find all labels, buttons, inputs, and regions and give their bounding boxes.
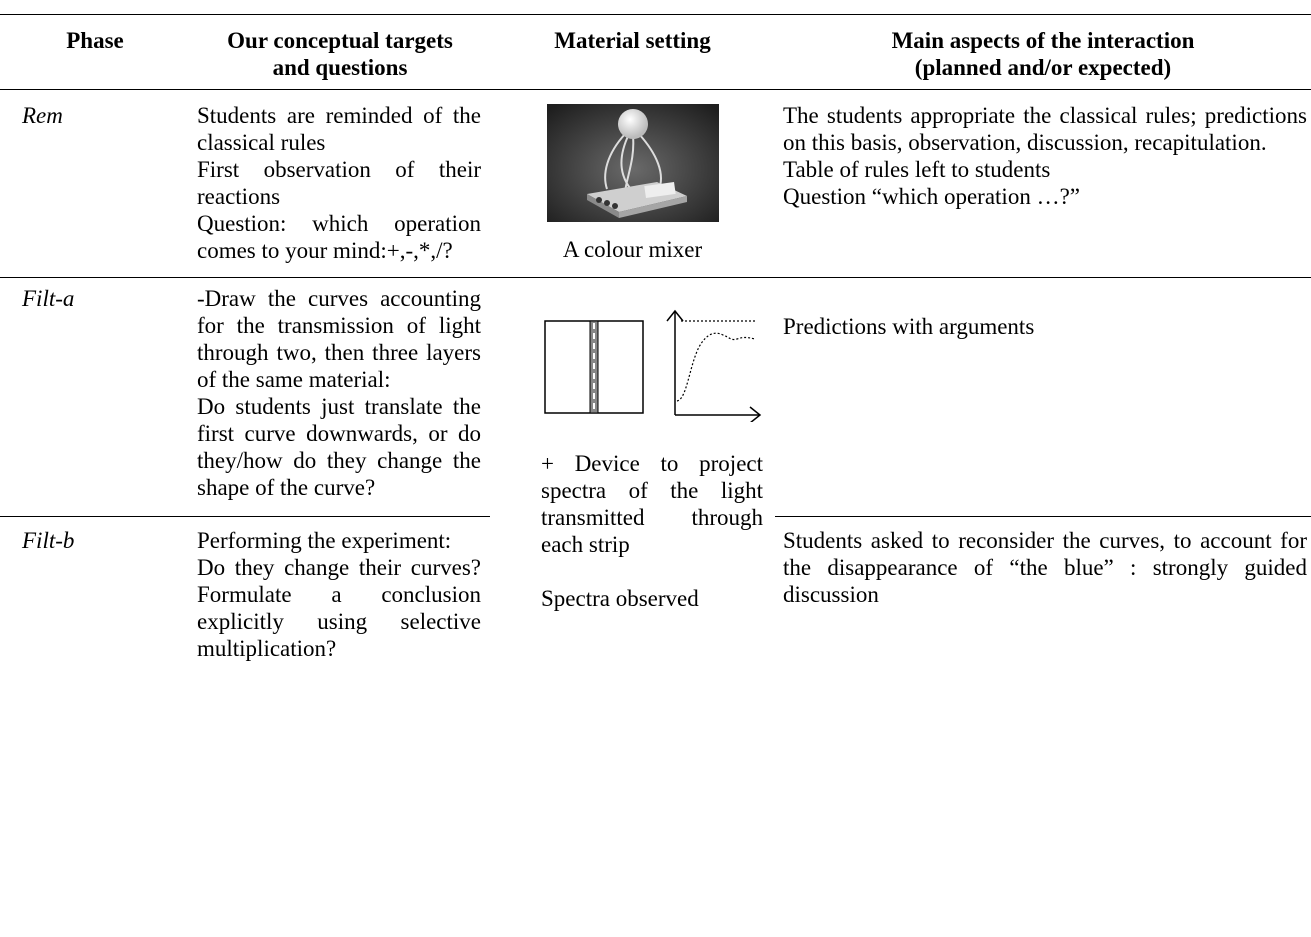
paragraph: Students asked to reconsider the curves,… [783, 528, 1307, 607]
header-cell: Our conceptual targets and questions [190, 14, 490, 90]
paragraph: Do they change their curves? Formulate a… [197, 555, 481, 661]
paragraph: + Device to project spectra of the light… [541, 451, 763, 557]
interaction-cell: Students asked to reconsider the curves,… [775, 517, 1311, 664]
paragraph: Question: which operation comes to your … [197, 211, 481, 263]
paragraph: Table of rules left to students [783, 157, 1051, 182]
caption: A colour mixer [562, 236, 703, 262]
paragraph: Spectra observed [541, 586, 699, 611]
phase-table: Phase Our conceptual targets and questions… [0, 14, 1311, 663]
paragraph: Performing the experiment: [197, 528, 452, 553]
table-row: Rem Students are reminded of the classica… [0, 89, 1311, 278]
paragraph: Do students just translate the first cur… [197, 394, 481, 500]
header-cell: Main aspects of the interaction (planned … [775, 14, 1311, 90]
table-row: Filt-a -Draw the curves accounting for th… [0, 277, 1311, 611]
colour-mixer-photo [546, 103, 719, 222]
header-line: and questions [272, 55, 408, 80]
header-line: (planned and/or expected) [914, 55, 1172, 80]
material-cell: A colour mixer [490, 89, 775, 278]
targets-cell: Students are reminded of the classical r… [190, 89, 490, 278]
interaction-cell: The students appropriate the classical r… [775, 89, 1311, 278]
paragraph: Question “which operation …?” [783, 184, 1080, 209]
header-cell: Phase [0, 14, 190, 90]
phase-cell: Filt-b [22, 528, 75, 553]
phase-cell: Filt-a [0, 277, 190, 517]
header-cell: Material setting [490, 14, 775, 90]
page: Phase Our conceptual targets and questions… [0, 14, 1311, 937]
header-line: Phase [66, 28, 124, 53]
paragraph: The students appropriate the classical r… [783, 103, 1307, 155]
targets-cell: Performing the experiment: Do they change… [190, 517, 490, 664]
header-row: Phase Our conceptual targets and questions… [0, 14, 1311, 90]
phase-cell: Rem [0, 89, 190, 278]
header-line: Main aspects of the interaction [891, 28, 1195, 53]
paragraph: Predictions with arguments [783, 314, 1035, 339]
table-body: Rem Students are reminded of the classica… [0, 89, 1311, 664]
header-line: Material setting [554, 28, 711, 53]
targets-cell: -Draw the curves accounting for the tran… [190, 277, 490, 517]
transmission-diagram [544, 309, 762, 422]
paragraph: Students are reminded of the classical r… [197, 103, 481, 155]
material-cell: + Device to project spectra of the light… [490, 278, 775, 664]
paragraph: First observation of their reactions [197, 157, 481, 209]
paragraph: -Draw the curves accounting for the tran… [197, 286, 481, 392]
table-row: Filt-b Performing the experiment: Do they … [0, 517, 1311, 664]
interaction-cell: Predictions with arguments [775, 277, 1311, 517]
header-line: Our conceptual targets [227, 28, 453, 53]
